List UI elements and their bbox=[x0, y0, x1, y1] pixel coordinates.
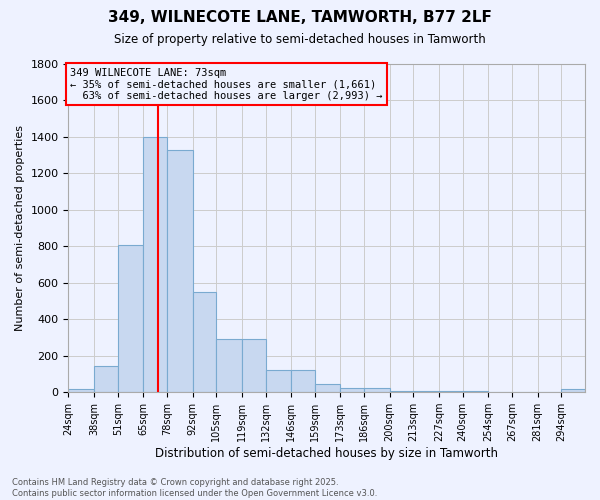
Bar bbox=[193, 292, 216, 392]
Bar bbox=[216, 340, 242, 392]
Bar bbox=[291, 370, 315, 392]
Text: 349, WILNECOTE LANE, TAMWORTH, B77 2LF: 349, WILNECOTE LANE, TAMWORTH, B77 2LF bbox=[108, 10, 492, 25]
Text: Contains HM Land Registry data © Crown copyright and database right 2025.
Contai: Contains HM Land Registry data © Crown c… bbox=[12, 478, 377, 498]
Bar bbox=[561, 390, 585, 392]
Text: 349 WILNECOTE LANE: 73sqm
← 35% of semi-detached houses are smaller (1,661)
  63: 349 WILNECOTE LANE: 73sqm ← 35% of semi-… bbox=[70, 68, 383, 101]
Bar bbox=[94, 366, 118, 392]
Text: Size of property relative to semi-detached houses in Tamworth: Size of property relative to semi-detach… bbox=[114, 32, 486, 46]
Bar bbox=[68, 388, 94, 392]
Bar bbox=[266, 370, 291, 392]
Bar bbox=[315, 384, 340, 392]
Bar bbox=[242, 340, 266, 392]
Y-axis label: Number of semi-detached properties: Number of semi-detached properties bbox=[15, 125, 25, 331]
Bar bbox=[118, 244, 143, 392]
X-axis label: Distribution of semi-detached houses by size in Tamworth: Distribution of semi-detached houses by … bbox=[155, 447, 498, 460]
Bar bbox=[167, 150, 193, 392]
Bar bbox=[143, 137, 167, 392]
Bar bbox=[364, 388, 389, 392]
Bar bbox=[340, 388, 364, 392]
